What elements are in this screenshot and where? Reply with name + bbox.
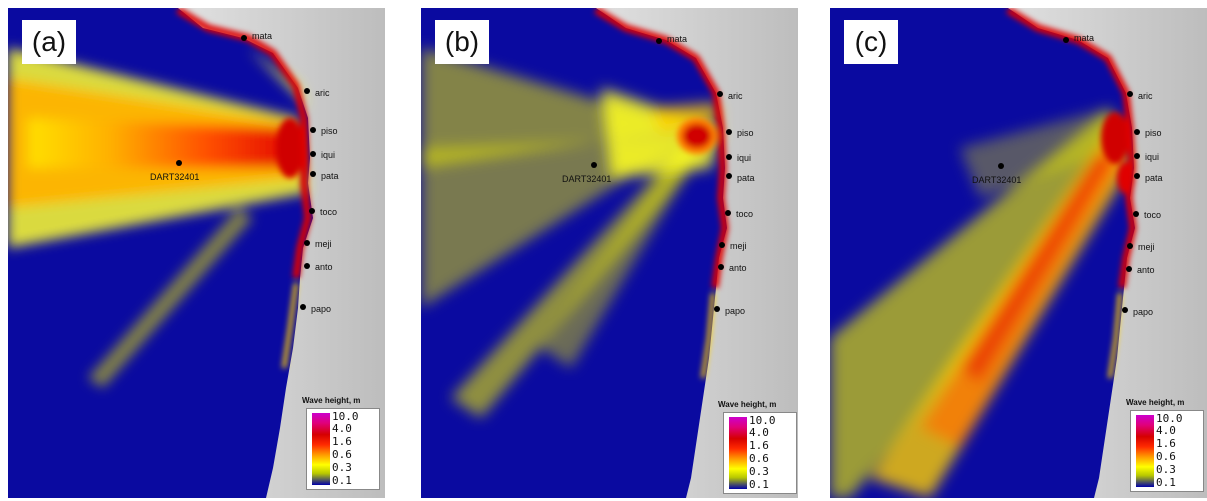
town-marker-pata <box>726 173 732 179</box>
legend-tick: 1.6 <box>332 435 352 448</box>
town-marker-meji <box>1127 243 1133 249</box>
town-marker-papo <box>300 304 306 310</box>
town-label-papo: papo <box>1133 307 1154 317</box>
legend-tick: 4.0 <box>1156 424 1176 437</box>
map-panel-a: (a) mata aric piso iqui pata toco meji a… <box>8 8 385 498</box>
panel-label: (c) <box>844 20 898 64</box>
legend-tick: 0.1 <box>332 474 352 487</box>
wave-height-map-a <box>8 8 385 498</box>
town-marker-anto <box>304 263 310 269</box>
dart-buoy-label: DART32401 <box>562 174 612 184</box>
town-label-mata: mata <box>252 31 273 41</box>
legend-tick: 4.0 <box>332 422 352 435</box>
dart-buoy-marker <box>591 162 597 168</box>
town-marker-iqui <box>310 151 316 157</box>
town-marker-anto <box>1126 266 1132 272</box>
town-label-papo: papo <box>725 306 746 316</box>
town-label-toco: toco <box>320 207 338 217</box>
town-label-toco: toco <box>736 209 754 219</box>
town-marker-mata <box>656 38 662 44</box>
color-legend: 10.0 4.0 1.6 0.6 0.3 0.1 <box>306 408 380 490</box>
dart-buoy-marker <box>176 160 182 166</box>
color-legend: 10.0 4.0 1.6 0.6 0.3 0.1 <box>723 412 797 494</box>
legend-tick: 0.3 <box>749 465 769 478</box>
panel-label: (b) <box>435 20 489 64</box>
legend-tick: 0.6 <box>749 452 769 465</box>
town-marker-toco <box>309 208 315 214</box>
town-marker-aric <box>304 88 310 94</box>
town-marker-papo <box>714 306 720 312</box>
town-label-anto: anto <box>315 262 333 272</box>
legend-tick: 10.0 <box>332 410 359 423</box>
legend-color-bar <box>1136 415 1154 487</box>
town-label-piso: piso <box>321 126 338 136</box>
town-label-papo: papo <box>311 304 332 314</box>
legend-tick: 1.6 <box>1156 437 1176 450</box>
town-label-pata: pata <box>321 171 339 181</box>
town-label-iqui: iqui <box>1145 152 1160 162</box>
town-label-piso: piso <box>737 128 754 138</box>
legend-tick: 0.1 <box>749 478 769 491</box>
town-label-anto: anto <box>729 263 747 273</box>
town-marker-anto <box>718 264 724 270</box>
legend-color-bar <box>729 417 747 489</box>
dart-buoy-marker <box>998 163 1004 169</box>
town-label-meji: meji <box>315 239 332 249</box>
legend-title: Wave height, m <box>1126 398 1185 407</box>
legend-tick: 10.0 <box>749 414 776 427</box>
town-label-meji: meji <box>1138 242 1155 252</box>
town-label-pata: pata <box>1145 173 1163 183</box>
town-label-mata: mata <box>1074 33 1095 43</box>
town-label-anto: anto <box>1137 265 1155 275</box>
legend-tick: 4.0 <box>749 426 769 439</box>
legend-tick: 0.6 <box>1156 450 1176 463</box>
legend-tick: 0.1 <box>1156 476 1176 489</box>
legend-tick: 0.3 <box>1156 463 1176 476</box>
town-marker-iqui <box>1134 153 1140 159</box>
legend-color-bar <box>312 413 330 485</box>
town-marker-mata <box>241 35 247 41</box>
town-label-aric: aric <box>1138 91 1153 101</box>
legend-title: Wave height, m <box>302 396 361 405</box>
town-marker-toco <box>1133 211 1139 217</box>
town-marker-toco <box>725 210 731 216</box>
town-label-mata: mata <box>667 34 688 44</box>
town-label-aric: aric <box>728 91 743 101</box>
town-marker-meji <box>719 242 725 248</box>
legend-tick: 1.6 <box>749 439 769 452</box>
town-marker-piso <box>310 127 316 133</box>
town-marker-pata <box>1134 173 1140 179</box>
legend-tick: 0.6 <box>332 448 352 461</box>
dart-buoy-label: DART32401 <box>972 175 1022 185</box>
town-marker-aric <box>717 91 723 97</box>
town-label-pata: pata <box>737 173 755 183</box>
legend-tick: 0.3 <box>332 461 352 474</box>
color-legend: 10.0 4.0 1.6 0.6 0.3 0.1 <box>1130 410 1204 492</box>
town-marker-pata <box>310 171 316 177</box>
town-marker-iqui <box>726 154 732 160</box>
panel-label: (a) <box>22 20 76 64</box>
town-label-iqui: iqui <box>737 153 752 163</box>
town-marker-piso <box>1134 129 1140 135</box>
town-label-piso: piso <box>1145 128 1162 138</box>
map-panel-c: (c) mata aric piso iqui pata toco meji a… <box>830 8 1207 498</box>
town-marker-meji <box>304 240 310 246</box>
town-label-toco: toco <box>1144 210 1162 220</box>
town-marker-piso <box>726 129 732 135</box>
legend-title: Wave height, m <box>718 400 777 409</box>
legend-tick: 10.0 <box>1156 412 1183 425</box>
town-label-meji: meji <box>730 241 747 251</box>
town-label-aric: aric <box>315 88 330 98</box>
dart-buoy-label: DART32401 <box>150 172 200 182</box>
map-panel-b: (b) mata aric piso iqui pata toco meji a… <box>421 8 798 498</box>
town-marker-mata <box>1063 37 1069 43</box>
town-label-iqui: iqui <box>321 150 336 160</box>
town-marker-papo <box>1122 307 1128 313</box>
town-marker-aric <box>1127 91 1133 97</box>
